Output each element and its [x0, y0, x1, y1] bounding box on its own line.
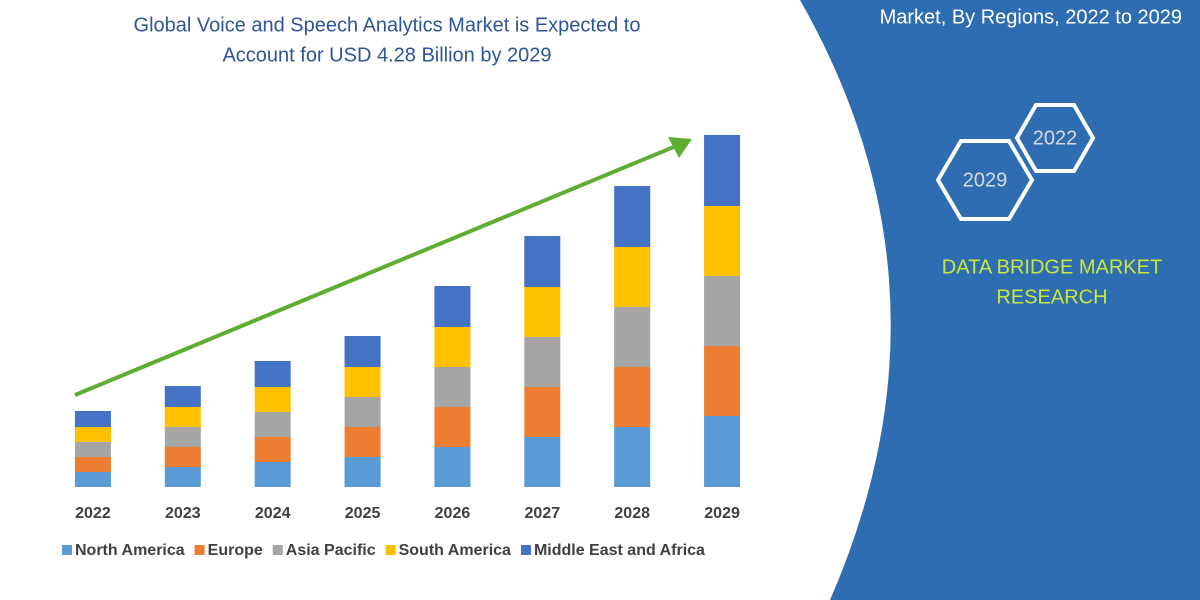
legend-swatch	[385, 545, 396, 555]
side-panel	[800, 0, 1200, 600]
brand: DATA BRIDGE MARKET	[942, 256, 1162, 278]
bar-segment	[614, 367, 651, 427]
bar-segment	[74, 457, 111, 472]
legend-label: Asia Pacific	[286, 542, 376, 559]
bar-segment	[524, 387, 561, 437]
bar-segment	[254, 412, 291, 437]
bar-segment	[704, 276, 741, 346]
bar-segment	[704, 416, 741, 487]
badge: 2022	[1033, 127, 1078, 149]
bar-segment	[434, 286, 471, 327]
bar-segment	[704, 346, 741, 416]
bar-segment	[254, 361, 291, 387]
bar-segment	[524, 287, 561, 337]
bar-segment	[164, 467, 201, 487]
legend-swatch	[194, 545, 205, 555]
bar-segment	[434, 447, 471, 487]
bar-segment	[524, 437, 561, 487]
bar-segment	[344, 336, 381, 367]
chart-title: Account for USD 4.28 Billion by 2029	[222, 44, 551, 66]
bar-segment	[74, 411, 111, 427]
bar-segment	[614, 247, 651, 307]
legend-label: Middle East and Africa	[534, 542, 705, 559]
bar-segment	[344, 367, 381, 397]
bar-segment	[74, 472, 111, 487]
bar-segment	[434, 367, 471, 407]
bar-segment	[254, 437, 291, 462]
plot: 2022 2023 2024 2025 2026 2027 2028 2029 North Am…	[62, 135, 741, 559]
bar-segment	[344, 397, 381, 427]
bar-segment	[614, 427, 651, 487]
bar-segment	[164, 447, 201, 467]
legend-swatch	[272, 545, 283, 555]
bar-segment	[434, 407, 471, 447]
bar-segment	[254, 462, 291, 487]
legend-label: North America	[75, 542, 185, 559]
hexagon	[1014, 103, 1096, 173]
bar-segment	[344, 457, 381, 487]
x-tick-label: 2029	[704, 505, 740, 522]
brand: RESEARCH	[996, 286, 1107, 308]
x-tick-label: 2027	[525, 505, 561, 522]
x-tick-label: 2025	[345, 505, 381, 522]
x-tick-label: 2028	[614, 505, 650, 522]
x-tick-label: 2024	[255, 505, 291, 522]
x-tick-label: 2026	[435, 505, 471, 522]
bar-segment	[164, 407, 201, 427]
x-tick-label: 2022	[75, 505, 111, 522]
bar-segment	[164, 386, 201, 407]
legend-swatch	[62, 545, 72, 555]
bar-segment	[614, 307, 651, 367]
bar-segment	[704, 135, 741, 206]
bar-segment	[254, 387, 291, 412]
bar-segment	[704, 206, 741, 276]
bar-segment	[524, 236, 561, 287]
bar-segment	[164, 427, 201, 447]
bar-segment	[614, 186, 651, 247]
panel-heading: Market, By Regions, 2022 to 2029	[880, 6, 1182, 28]
legend-label: South America	[399, 542, 511, 559]
arrow-head	[668, 137, 692, 158]
trend-arrow	[74, 144, 677, 397]
bar-segment	[434, 327, 471, 367]
badge: 2029	[963, 169, 1008, 191]
bar-segment	[74, 442, 111, 457]
bar-segment	[344, 427, 381, 457]
legend-label: Europe	[208, 542, 263, 559]
bar-segment	[74, 427, 111, 442]
hexagon	[935, 139, 1035, 221]
x-tick-label: 2023	[165, 505, 201, 522]
chart-title: Global Voice and Speech Analytics Market…	[134, 14, 641, 36]
bar-segment	[524, 337, 561, 387]
legend-swatch	[520, 545, 531, 555]
